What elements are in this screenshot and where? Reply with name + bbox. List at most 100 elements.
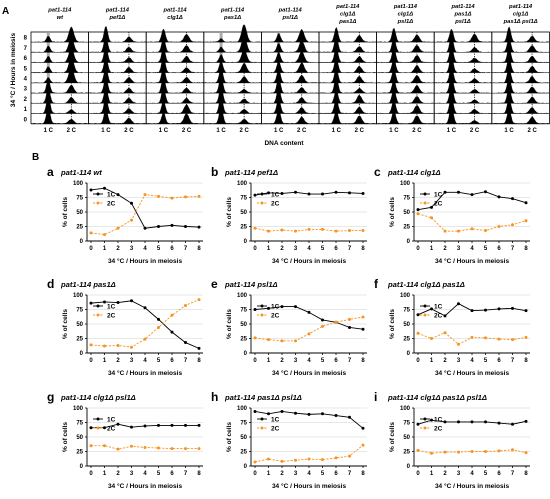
dna-histogram-1h [146,100,204,114]
dna-histogram-5h [376,58,435,73]
x-tick-label: 4 [470,246,474,252]
chart-title: pat1-114 clg1Δ pas1Δ [387,280,465,289]
dna-histogram-6h [146,47,204,63]
dna-histogram-7h [203,36,262,53]
data-point-2C [443,331,447,335]
dna-histogram-2h [318,90,377,104]
data-point-1C [361,327,365,331]
legend-label: 1C [434,191,443,198]
x-tick-label: 7 [184,246,188,252]
dna-histogram-6h [261,51,320,63]
data-point-2C [157,194,160,198]
legend-label: 2C [107,200,116,207]
data-point-2C [416,212,420,216]
legend-marker-1C [423,304,427,308]
strain-header-line: clg1Δ [340,11,356,17]
legend-label: 2C [271,425,280,432]
chart-letter: e [211,277,218,291]
data-point-2C [321,324,324,328]
legend-marker-2C [96,426,100,430]
data-point-1C [253,409,257,413]
data-point-2C [497,337,501,341]
x-tick-label: 3 [130,358,134,364]
dna-histogram-2h [376,89,435,104]
legend-label: 2C [271,312,280,319]
x-tick-label: 7 [184,471,188,477]
y-tick-label: 100 [73,293,84,299]
x-tick-label: 3 [294,358,298,364]
hour-row-label: 1 [24,107,28,113]
data-point-1C [130,425,133,429]
y-tick-label: 100 [237,406,248,412]
dna-histogram-1h [376,99,435,114]
data-point-1C [184,225,187,228]
legend-marker-1C [96,192,100,196]
data-point-2C [170,447,174,451]
legend-label: 1C [107,191,116,198]
data-point-2C [143,193,147,197]
data-point-2C [130,444,133,448]
data-point-1C [416,208,420,212]
data-point-1C [116,193,120,197]
panel-a-xlabel: DNA content [264,140,304,147]
data-point-1C [103,426,106,430]
dna-histogram-0h [261,108,320,124]
x-axis-title: 34 °C / Hours in meiosis [108,482,183,490]
strain-header-line: pat1-114 [47,8,72,14]
data-point-1C [89,426,93,430]
x-tick-label: 6 [497,358,501,364]
x-tick-label: 6 [334,246,338,252]
legend-label: 2C [434,425,443,432]
x-tick-label: 3 [294,246,298,252]
peak-label-2c: 2 C [470,128,480,134]
dna-histogram-4h [261,68,320,84]
legend-label: 2C [107,312,116,319]
strain-header-line: pat1-114 [393,4,418,10]
strain-header-line: clg1Δ [167,15,183,21]
data-point-1C [184,341,187,345]
legend-marker-2C [260,201,264,205]
x-tick-label: 4 [307,358,311,364]
legend-label: 1C [107,303,116,310]
y-tick-label: 50 [240,435,247,441]
x-tick-label: 2 [443,471,447,477]
data-point-1C [280,409,284,413]
chart-letter: a [47,165,54,179]
strain-header-line: wt [57,15,65,21]
data-point-2C [267,457,270,461]
dna-histogram-4h [88,66,147,84]
x-tick-label: 0 [416,471,420,477]
x-tick-label: 7 [511,246,515,252]
data-point-1C [103,300,106,304]
strain-header-line: pef1Δ [108,15,125,21]
peak-label-1c: 1 C [44,128,54,134]
data-point-2C [348,317,351,321]
dna-histogram-0h [376,109,435,124]
chart-title: pat1-114 clg1Δ psl1Δ [60,393,136,402]
dna-histogram-8h [261,28,320,43]
dna-histogram-1h [318,98,377,114]
peak-label-2c: 2 C [124,128,134,134]
x-tick-label: 5 [321,471,325,477]
dna-histogram-5h [434,55,492,73]
x-axis-title: 34 °C / Hours in meiosis [272,257,347,265]
x-tick-label: 2 [280,471,284,477]
peak-label-1c: 1 C [447,128,457,134]
dna-histogram-3h [318,76,377,94]
x-tick-label: 6 [334,358,338,364]
y-tick-label: 25 [403,450,410,456]
data-point-1C [267,191,270,195]
dna-histogram-7h [146,37,204,53]
x-tick-label: 4 [143,246,147,252]
y-tick-label: 75 [403,308,410,314]
peak-label-1c: 1 C [274,128,284,134]
y-axis-title: % of cells [226,422,233,452]
data-point-1C [321,412,324,416]
data-point-1C [470,193,474,197]
dna-histogram-2h [30,87,89,104]
data-point-2C [143,337,147,341]
legend-marker-1C [260,192,264,196]
y-tick-label: 100 [73,406,84,412]
dna-histogram-7h [318,36,377,53]
